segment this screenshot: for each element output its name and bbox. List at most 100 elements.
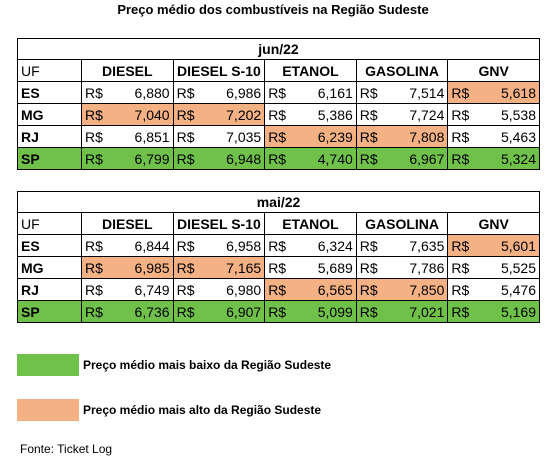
- column-header: DIESEL S-10: [172, 59, 266, 82]
- period-label: mai/22: [17, 191, 540, 213]
- currency-symbol: R$: [359, 106, 378, 123]
- price-value: R$ 7,514: [360, 85, 445, 101]
- price-cell: R$ 5,476: [447, 278, 540, 301]
- column-header: UF: [17, 212, 82, 235]
- price-number: 6,565: [317, 281, 353, 298]
- state-code: ES: [17, 81, 82, 104]
- legend-swatch-lowest: [17, 354, 79, 376]
- currency-symbol: R$: [85, 281, 103, 298]
- price-number: 6,907: [226, 303, 262, 320]
- header-row: UF DIESEL DIESEL S-10 ETANOL GASOLINA GNV: [17, 59, 540, 82]
- price-value: R$ 7,724: [360, 107, 445, 123]
- page-title: Preço médio dos combustíveis na Região S…: [117, 2, 429, 17]
- price-value: R$ 7,035: [177, 129, 262, 145]
- column-header: DIESEL: [81, 212, 174, 235]
- currency-symbol: R$: [451, 84, 470, 101]
- currency-symbol: R$: [85, 106, 103, 123]
- currency-symbol: R$: [359, 259, 378, 276]
- table-row: ES R$ 6,844 R$ 6,958 R$ 6,324 R$ 7,635 R$ 5,601: [17, 234, 540, 257]
- price-number: 7,202: [226, 106, 262, 123]
- currency-symbol: R$: [359, 303, 378, 320]
- price-cell: R$ 7,808: [355, 125, 449, 148]
- table-row: MG R$ 7,040 R$ 7,202 R$ 5,386 R$ 7,724 R$ 5,538: [17, 103, 540, 126]
- price-number: 7,165: [226, 259, 262, 276]
- table-row: SP R$ 6,736 R$ 6,907 R$ 5,099 R$ 7,021 R$ 5,169: [17, 300, 540, 323]
- price-value: R$ 7,808: [360, 129, 445, 145]
- currency-symbol: R$: [176, 106, 195, 123]
- price-cell: R$ 7,165: [172, 256, 266, 279]
- price-value: R$ 6,958: [177, 238, 262, 254]
- price-value: R$ 6,844: [85, 238, 170, 254]
- price-value: R$ 4,740: [268, 151, 353, 167]
- price-value: R$ 7,850: [360, 282, 445, 298]
- price-value: R$ 5,618: [451, 85, 536, 101]
- currency-symbol: R$: [268, 303, 287, 320]
- price-value: R$ 7,165: [177, 260, 262, 276]
- price-number: 7,786: [409, 259, 445, 276]
- price-value: R$ 5,689: [268, 260, 353, 276]
- period-row: mai/22: [17, 191, 540, 213]
- source-note: Fonte: Ticket Log: [20, 442, 113, 456]
- price-value: R$ 5,601: [451, 238, 536, 254]
- state-code: MG: [17, 256, 82, 279]
- price-value: R$ 6,565: [268, 282, 353, 298]
- price-cell: R$ 5,463: [447, 125, 540, 148]
- period-row: jun/22: [17, 38, 540, 60]
- price-number: 5,463: [500, 128, 536, 145]
- table-row: ES R$ 6,880 R$ 6,986 R$ 6,161 R$ 7,514 R$ 5,618: [17, 81, 540, 104]
- column-header: UF: [17, 59, 82, 82]
- currency-symbol: R$: [451, 106, 470, 123]
- price-number: 5,689: [317, 259, 353, 276]
- price-value: R$ 6,161: [268, 85, 353, 101]
- price-cell: R$ 6,986: [172, 81, 266, 104]
- state-code: ES: [17, 234, 82, 257]
- state-code: RJ: [17, 278, 82, 301]
- price-cell: R$ 6,880: [81, 81, 174, 104]
- currency-symbol: R$: [85, 150, 103, 167]
- price-number: 6,967: [409, 150, 445, 167]
- price-cell: R$ 5,525: [447, 256, 540, 279]
- price-cell: R$ 6,749: [81, 278, 174, 301]
- state-code: MG: [17, 103, 82, 126]
- price-value: R$ 7,202: [177, 107, 262, 123]
- table-row: SP R$ 6,799 R$ 6,948 R$ 4,740 R$ 6,967 R$ 5,324: [17, 147, 540, 170]
- column-header: GASOLINA: [355, 212, 449, 235]
- price-cell: R$ 6,239: [264, 125, 357, 148]
- price-number: 7,850: [409, 281, 445, 298]
- price-cell: R$ 7,514: [355, 81, 449, 104]
- price-number: 7,808: [409, 128, 445, 145]
- price-value: R$ 7,635: [360, 238, 445, 254]
- currency-symbol: R$: [451, 259, 470, 276]
- price-number: 6,844: [134, 237, 170, 254]
- price-number: 6,986: [226, 84, 262, 101]
- price-value: R$ 6,799: [85, 151, 170, 167]
- price-cell: R$ 6,851: [81, 125, 174, 148]
- currency-symbol: R$: [85, 84, 103, 101]
- currency-symbol: R$: [268, 128, 287, 145]
- currency-symbol: R$: [268, 106, 287, 123]
- price-cell: R$ 5,689: [264, 256, 357, 279]
- table-row: RJ R$ 6,851 R$ 7,035 R$ 6,239 R$ 7,808 R$ 5,463: [17, 125, 540, 148]
- state-code: SP: [17, 147, 82, 170]
- price-cell: R$ 7,724: [355, 103, 449, 126]
- currency-symbol: R$: [176, 150, 195, 167]
- price-number: 7,035: [226, 128, 262, 145]
- price-cell: R$ 7,202: [172, 103, 266, 126]
- price-value: R$ 7,021: [360, 304, 445, 320]
- currency-symbol: R$: [268, 237, 287, 254]
- price-cell: R$ 7,786: [355, 256, 449, 279]
- currency-symbol: R$: [451, 303, 470, 320]
- price-number: 6,851: [134, 128, 170, 145]
- currency-symbol: R$: [176, 237, 195, 254]
- price-value: R$ 5,525: [451, 260, 536, 276]
- price-table-jun22: jun/22 UF DIESEL DIESEL S-10 ETANOL GASOLINA G…: [17, 38, 540, 170]
- column-header: ETANOL: [264, 212, 357, 235]
- column-header: DIESEL: [81, 59, 174, 82]
- price-value: R$ 6,980: [177, 282, 262, 298]
- price-cell: R$ 7,040: [81, 103, 174, 126]
- currency-symbol: R$: [268, 281, 287, 298]
- currency-symbol: R$: [176, 128, 195, 145]
- price-cell: R$ 5,618: [447, 81, 540, 104]
- price-cell: R$ 5,169: [447, 300, 540, 323]
- table-row: RJ R$ 6,749 R$ 6,980 R$ 6,565 R$ 7,850 R$ 5,476: [17, 278, 540, 301]
